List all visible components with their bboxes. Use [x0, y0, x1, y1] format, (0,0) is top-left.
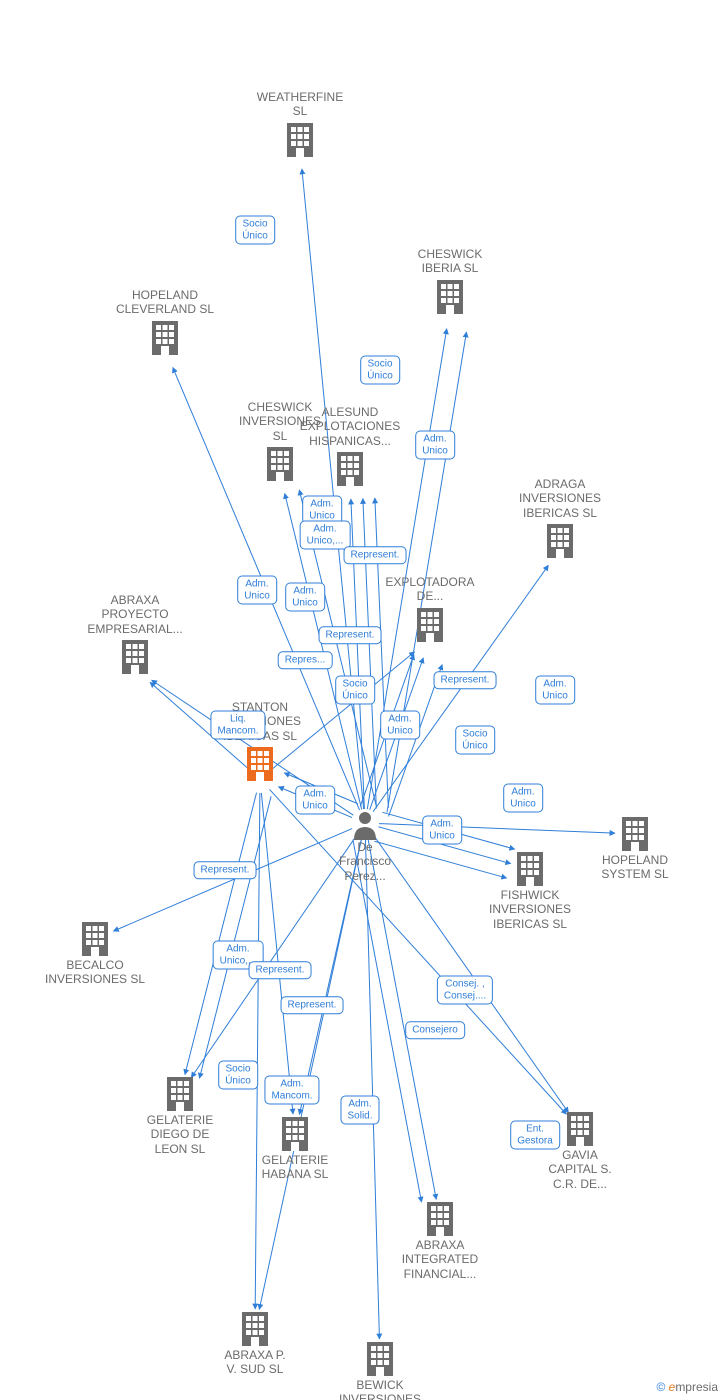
- edge-label: Adm. Mancom.: [264, 1076, 319, 1105]
- building-icon: [245, 121, 355, 159]
- edge-label: Represent.: [281, 996, 344, 1014]
- edge-label: Adm. Unico: [415, 431, 455, 460]
- edge-label: Adm. Unico: [237, 576, 277, 605]
- edge-label: Represent.: [249, 961, 312, 979]
- building-icon: [295, 450, 405, 488]
- node-adraga[interactable]: ADRAGAINVERSIONESIBERICAS SL: [505, 477, 615, 560]
- edge-label: Socio Único: [335, 676, 375, 705]
- edge-label: Consejero: [405, 1021, 465, 1039]
- edge-label: Ent. Gestora: [510, 1121, 560, 1150]
- edge-label: Represent.: [434, 671, 497, 689]
- node-alesund[interactable]: ALESUNDEXPLOTACIONESHISPANICAS...: [295, 405, 405, 488]
- building-icon: [385, 1200, 495, 1238]
- node-label: HOPELANDSYSTEM SL: [580, 853, 690, 882]
- edge-label: Adm. Unico: [535, 676, 575, 705]
- edge-label: Socio Único: [218, 1061, 258, 1090]
- node-label: ABRAXAPROYECTOEMPRESARIAL...: [80, 593, 190, 636]
- edge-label: Adm. Unico: [285, 583, 325, 612]
- node-label: GELATERIEHABANA SL: [240, 1153, 350, 1182]
- node-label: ABRAXAINTEGRATEDFINANCIAL...: [385, 1238, 495, 1281]
- node-gelaterie_habana[interactable]: GELATERIEHABANA SL: [240, 1115, 350, 1184]
- node-label: ADRAGAINVERSIONESIBERICAS SL: [505, 477, 615, 520]
- building-icon: [200, 1310, 310, 1348]
- edge-label: Liq. Mancom.: [210, 711, 265, 740]
- node-label: GELATERIEDIEGO DELEON SL: [125, 1113, 235, 1156]
- node-label: DeFranciscoPerez...: [310, 840, 420, 883]
- building-icon: [240, 1115, 350, 1153]
- node-person[interactable]: DeFranciscoPerez...: [310, 810, 420, 885]
- edge-label: Adm. Unico: [295, 786, 335, 815]
- edge: [365, 837, 379, 1339]
- node-hopeland_sys[interactable]: HOPELANDSYSTEM SL: [580, 815, 690, 884]
- edge-label: Socio Único: [455, 726, 495, 755]
- edge: [261, 793, 293, 1114]
- node-abraxa_proy[interactable]: ABRAXAPROYECTOEMPRESARIAL...: [80, 593, 190, 676]
- brand-rest: mpresia: [675, 1380, 718, 1394]
- edge-label: Adm. Unico: [380, 711, 420, 740]
- edge-label: Adm. Unico: [503, 784, 543, 813]
- node-label: WEATHERFINESL: [245, 90, 355, 119]
- building-icon: [205, 745, 315, 783]
- node-abraxa_int[interactable]: ABRAXAINTEGRATEDFINANCIAL...: [385, 1200, 495, 1283]
- edge: [199, 796, 271, 1078]
- node-bewick[interactable]: BEWICKINVERSIONESSL: [325, 1340, 435, 1400]
- node-label: HOPELANDCLEVERLAND SL: [110, 288, 220, 317]
- edge-label: Socio Único: [235, 216, 275, 245]
- building-icon: [395, 278, 505, 316]
- building-icon: [110, 319, 220, 357]
- edge-label: Repres...: [278, 651, 333, 669]
- edge: [375, 498, 389, 808]
- edge: [185, 793, 257, 1075]
- edge-label: Socio Único: [360, 356, 400, 385]
- building-icon: [375, 606, 485, 644]
- node-label: EXPLOTADORADE...: [375, 575, 485, 604]
- node-label: CHESWICKIBERIA SL: [395, 247, 505, 276]
- node-cheswick_iberia[interactable]: CHESWICKIBERIA SL: [395, 247, 505, 316]
- edge-label: Adm. Solid.: [340, 1096, 379, 1125]
- node-explotadora[interactable]: EXPLOTADORADE...: [375, 575, 485, 644]
- building-icon: [80, 638, 190, 676]
- edge: [368, 837, 437, 1200]
- edge: [259, 837, 362, 1310]
- copyright-symbol: ©: [656, 1380, 665, 1394]
- building-icon: [325, 1340, 435, 1378]
- person-icon: [310, 810, 420, 840]
- edge-label: Adm. Unico: [422, 816, 462, 845]
- node-label: ALESUNDEXPLOTACIONESHISPANICAS...: [295, 405, 405, 448]
- edge-label: Consej. , Consej....: [437, 976, 493, 1005]
- watermark: © empresia: [656, 1380, 718, 1394]
- node-label: GAVIACAPITAL S.C.R. DE...: [525, 1148, 635, 1191]
- edge-label: Represent.: [344, 546, 407, 564]
- node-hopeland_clev[interactable]: HOPELANDCLEVERLAND SL: [110, 288, 220, 357]
- building-icon: [505, 522, 615, 560]
- node-fishwick[interactable]: FISHWICKINVERSIONESIBERICAS SL: [475, 850, 585, 933]
- edge-label: Adm. Unico,...: [300, 521, 351, 550]
- edge-label: Represent.: [194, 861, 257, 879]
- node-label: ABRAXA P.V. SUD SL: [200, 1348, 310, 1377]
- edge: [363, 498, 377, 808]
- node-label: FISHWICKINVERSIONESIBERICAS SL: [475, 888, 585, 931]
- node-label: BEWICKINVERSIONESSL: [325, 1378, 435, 1400]
- edge-label: Represent.: [319, 626, 382, 644]
- building-icon: [475, 850, 585, 888]
- building-icon: [40, 920, 150, 958]
- node-abraxa_pvsud[interactable]: ABRAXA P.V. SUD SL: [200, 1310, 310, 1379]
- node-label: BECALCOINVERSIONES SL: [40, 958, 150, 987]
- node-weatherfine[interactable]: WEATHERFINESL: [245, 90, 355, 159]
- building-icon: [580, 815, 690, 853]
- node-becalco[interactable]: BECALCOINVERSIONES SL: [40, 920, 150, 989]
